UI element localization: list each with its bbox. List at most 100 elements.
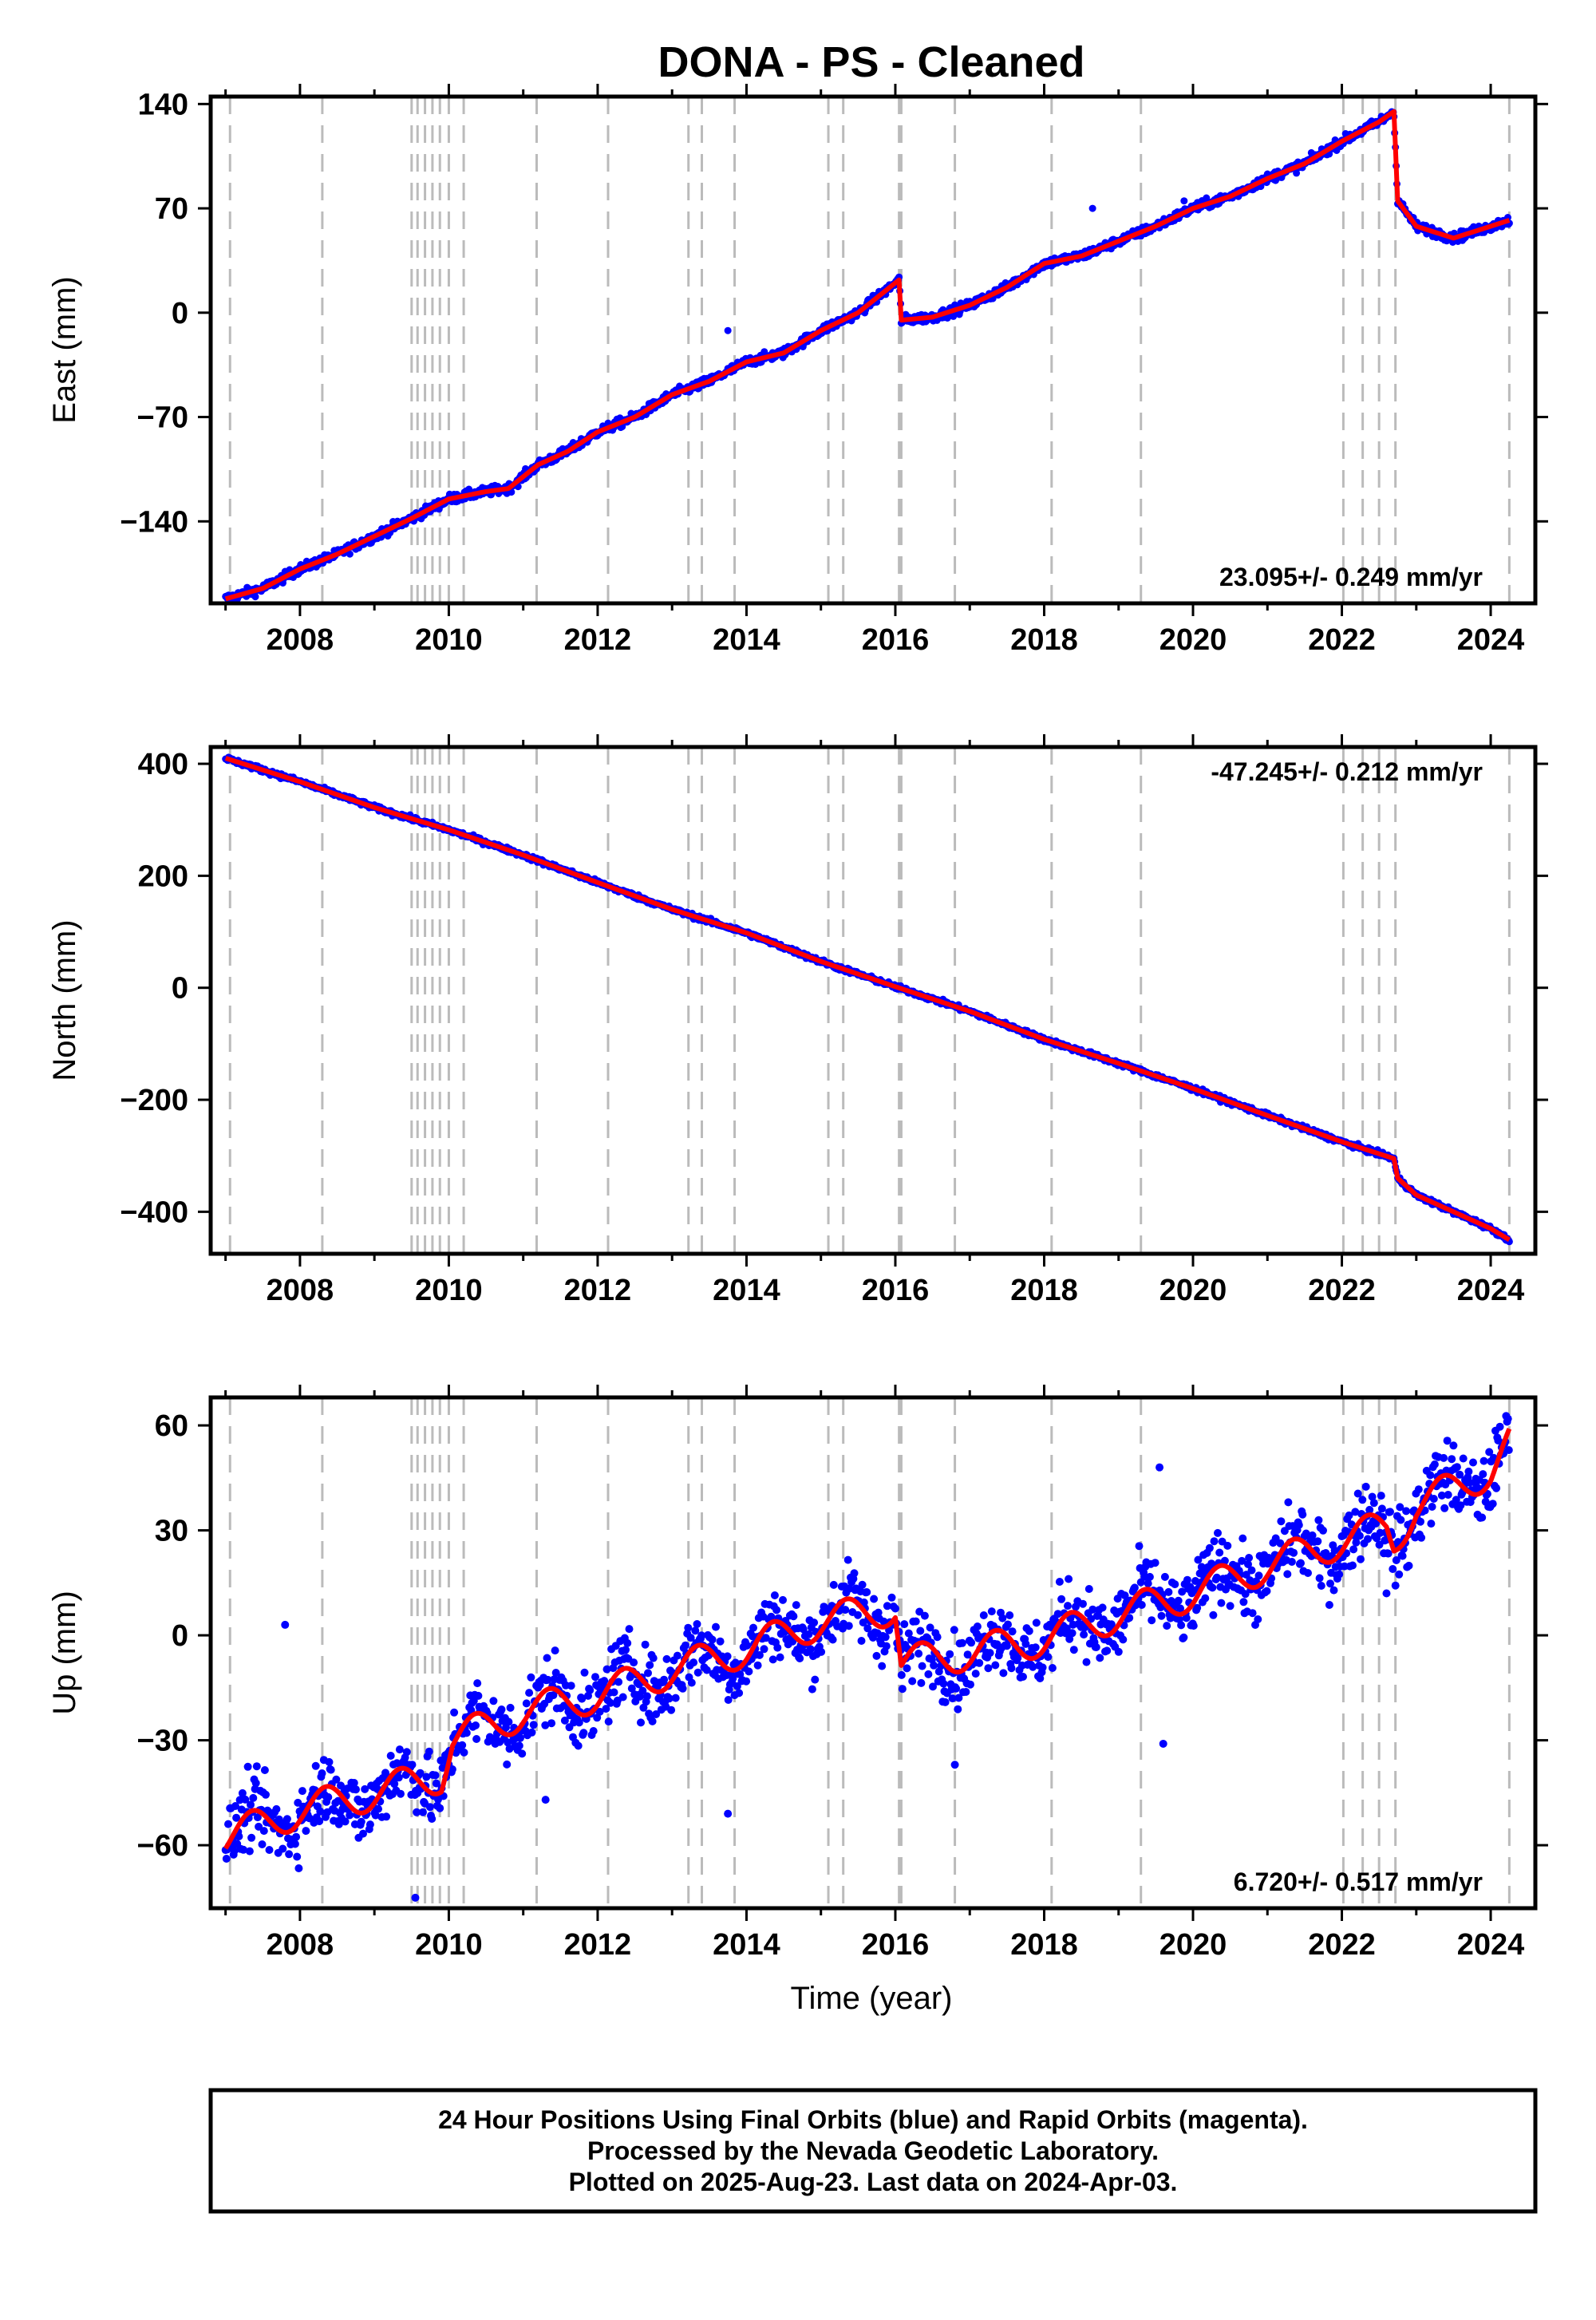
data-point xyxy=(318,1769,326,1777)
data-point xyxy=(769,1655,777,1663)
data-point xyxy=(397,1790,405,1798)
data-point xyxy=(1049,1664,1057,1672)
data-point xyxy=(426,1803,434,1811)
data-point xyxy=(1392,1582,1400,1590)
data-point xyxy=(1254,1615,1262,1623)
data-point xyxy=(1283,1570,1291,1578)
data-point xyxy=(988,1607,996,1615)
data-point xyxy=(291,1840,299,1848)
data-point xyxy=(644,1669,652,1677)
data-point xyxy=(1290,1549,1298,1557)
data-point xyxy=(724,1652,732,1660)
data-point xyxy=(808,1686,816,1694)
data-point xyxy=(796,1654,804,1662)
data-point xyxy=(1070,1646,1078,1654)
data-point xyxy=(581,1669,589,1677)
data-point xyxy=(870,1595,878,1603)
chart-title: DONA - PS - Cleaned xyxy=(658,38,1084,86)
data-point xyxy=(810,1618,818,1626)
data-point xyxy=(272,1805,280,1813)
data-point xyxy=(934,1633,942,1641)
data-point xyxy=(1479,1470,1487,1478)
data-point xyxy=(1377,1492,1385,1500)
data-point xyxy=(1206,1544,1214,1552)
data-point xyxy=(1440,1454,1448,1462)
data-point xyxy=(642,1641,650,1649)
data-point xyxy=(1019,1673,1027,1681)
data-point xyxy=(1319,1527,1327,1535)
data-point xyxy=(674,1652,681,1660)
y-tick-label: −200 xyxy=(120,1084,188,1117)
data-point xyxy=(829,1636,837,1644)
data-point xyxy=(450,1709,458,1717)
x-tick-label: 2016 xyxy=(862,623,930,657)
data-point xyxy=(912,1618,920,1626)
data-point xyxy=(432,1772,440,1780)
model-line xyxy=(226,758,1510,1240)
data-point xyxy=(1164,1588,1172,1596)
x-tick-label: 2020 xyxy=(1159,1274,1227,1307)
data-point xyxy=(888,1594,896,1602)
data-point xyxy=(1079,1600,1087,1608)
data-point xyxy=(717,1638,725,1646)
x-tick-label: 2010 xyxy=(415,623,483,657)
data-point xyxy=(637,1718,645,1726)
data-point xyxy=(551,1646,559,1654)
data-point xyxy=(283,1815,291,1823)
data-point xyxy=(1039,1663,1047,1671)
data-point xyxy=(1215,1549,1223,1557)
data-points xyxy=(222,109,1513,604)
y-tick-label: 0 xyxy=(172,297,188,330)
data-point xyxy=(419,1808,427,1816)
data-point xyxy=(930,1662,938,1670)
data-point xyxy=(1115,1648,1123,1656)
data-point xyxy=(528,1729,536,1737)
data-point xyxy=(946,1650,954,1658)
data-point xyxy=(489,1697,497,1705)
data-point xyxy=(975,1659,983,1667)
data-point xyxy=(694,1669,702,1677)
data-point xyxy=(1136,1542,1144,1550)
plot-frame xyxy=(211,97,1535,603)
data-point xyxy=(776,1654,784,1662)
data-point xyxy=(623,1639,631,1647)
data-point xyxy=(980,1611,988,1619)
data-point xyxy=(630,1658,638,1666)
data-point xyxy=(772,1606,780,1614)
data-point xyxy=(1417,1534,1425,1542)
data-point xyxy=(1317,1582,1325,1590)
data-point xyxy=(327,1766,335,1774)
data-point xyxy=(1146,1573,1154,1581)
data-point xyxy=(504,1718,512,1726)
data-point xyxy=(1325,1601,1333,1609)
data-point xyxy=(681,1642,689,1650)
data-point xyxy=(507,1704,515,1712)
x-tick-label: 2012 xyxy=(564,1274,632,1307)
data-point xyxy=(1009,1627,1017,1635)
data-point xyxy=(1405,1562,1413,1570)
data-point xyxy=(1402,1507,1410,1515)
data-point xyxy=(244,1763,252,1771)
data-point xyxy=(841,1606,849,1614)
data-point xyxy=(1158,1612,1166,1620)
x-tick-label: 2022 xyxy=(1308,623,1376,657)
data-point xyxy=(679,1685,687,1693)
data-point xyxy=(474,1692,482,1700)
data-point xyxy=(1131,1583,1139,1591)
data-point xyxy=(984,1664,992,1672)
data-point xyxy=(743,1642,751,1650)
data-point xyxy=(294,1864,302,1872)
data-point xyxy=(878,1662,886,1670)
x-tick-label: 2018 xyxy=(1010,623,1078,657)
data-point xyxy=(921,1612,929,1620)
data-point xyxy=(863,1588,871,1596)
data-point xyxy=(292,1833,300,1841)
data-point xyxy=(830,1581,838,1589)
x-tick-label: 2018 xyxy=(1010,1274,1078,1307)
data-point xyxy=(684,1624,692,1632)
data-point xyxy=(247,1800,255,1808)
event-lines xyxy=(230,1397,1509,1908)
data-point xyxy=(262,1791,270,1799)
